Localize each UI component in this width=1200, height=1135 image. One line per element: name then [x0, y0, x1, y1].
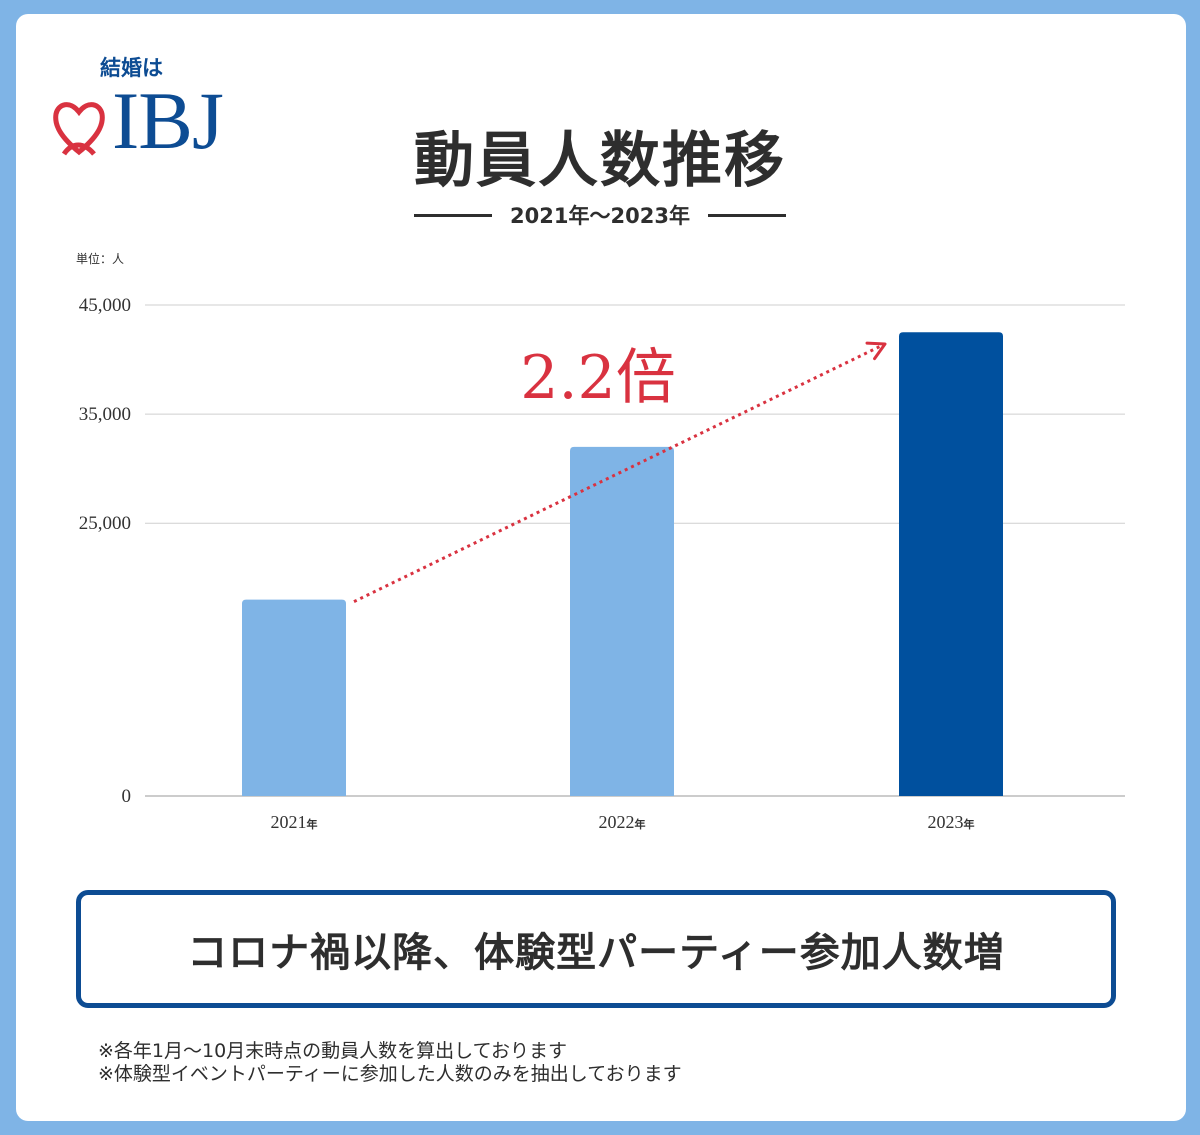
note-2: ※体験型イベントパーティーに参加した人数のみを抽出しております: [98, 1062, 682, 1085]
logo-tagline: 結婚は: [100, 55, 163, 80]
heart-icon: [53, 102, 105, 156]
x-tick-label: 2021年: [271, 812, 318, 832]
bar-chart: 0 25,000 35,000 45,000 2021年 2022年 2023年 2.2倍: [79, 295, 1125, 832]
note-1: ※各年1月〜10月末時点の動員人数を算出しております: [98, 1040, 568, 1062]
arrow-head-icon: [865, 341, 887, 361]
y-tick-label: 35,000: [79, 404, 131, 425]
page-subtitle: 2021年〜2023年: [510, 204, 690, 228]
growth-arrow: [353, 342, 886, 603]
x-tick-label: 2022年: [599, 812, 646, 832]
unit-label: 単位：人: [76, 252, 125, 266]
bar: [899, 332, 1003, 796]
y-tick-label: 25,000: [79, 513, 131, 534]
y-tick-label: 45,000: [79, 295, 131, 316]
y-tick-label: 0: [122, 786, 132, 807]
bar: [570, 446, 674, 796]
subtitle-line-right: [707, 213, 786, 217]
logo-name: IBJ: [112, 75, 224, 166]
bar: [242, 599, 346, 796]
subtitle-line-left: [414, 213, 493, 217]
subtitle-row: 2021年〜2023年: [0, 200, 1200, 230]
growth-annotation: 2.2倍: [520, 343, 675, 413]
summary-box: コロナ禍以降、体験型パーティー参加人数増: [76, 890, 1116, 1008]
page-title: 動員人数推移: [414, 126, 786, 196]
x-tick-label: 2023年: [928, 812, 975, 832]
notes: ※各年1月〜10月末時点の動員人数を算出しております ※体験型イベントパーティー…: [98, 1040, 682, 1086]
